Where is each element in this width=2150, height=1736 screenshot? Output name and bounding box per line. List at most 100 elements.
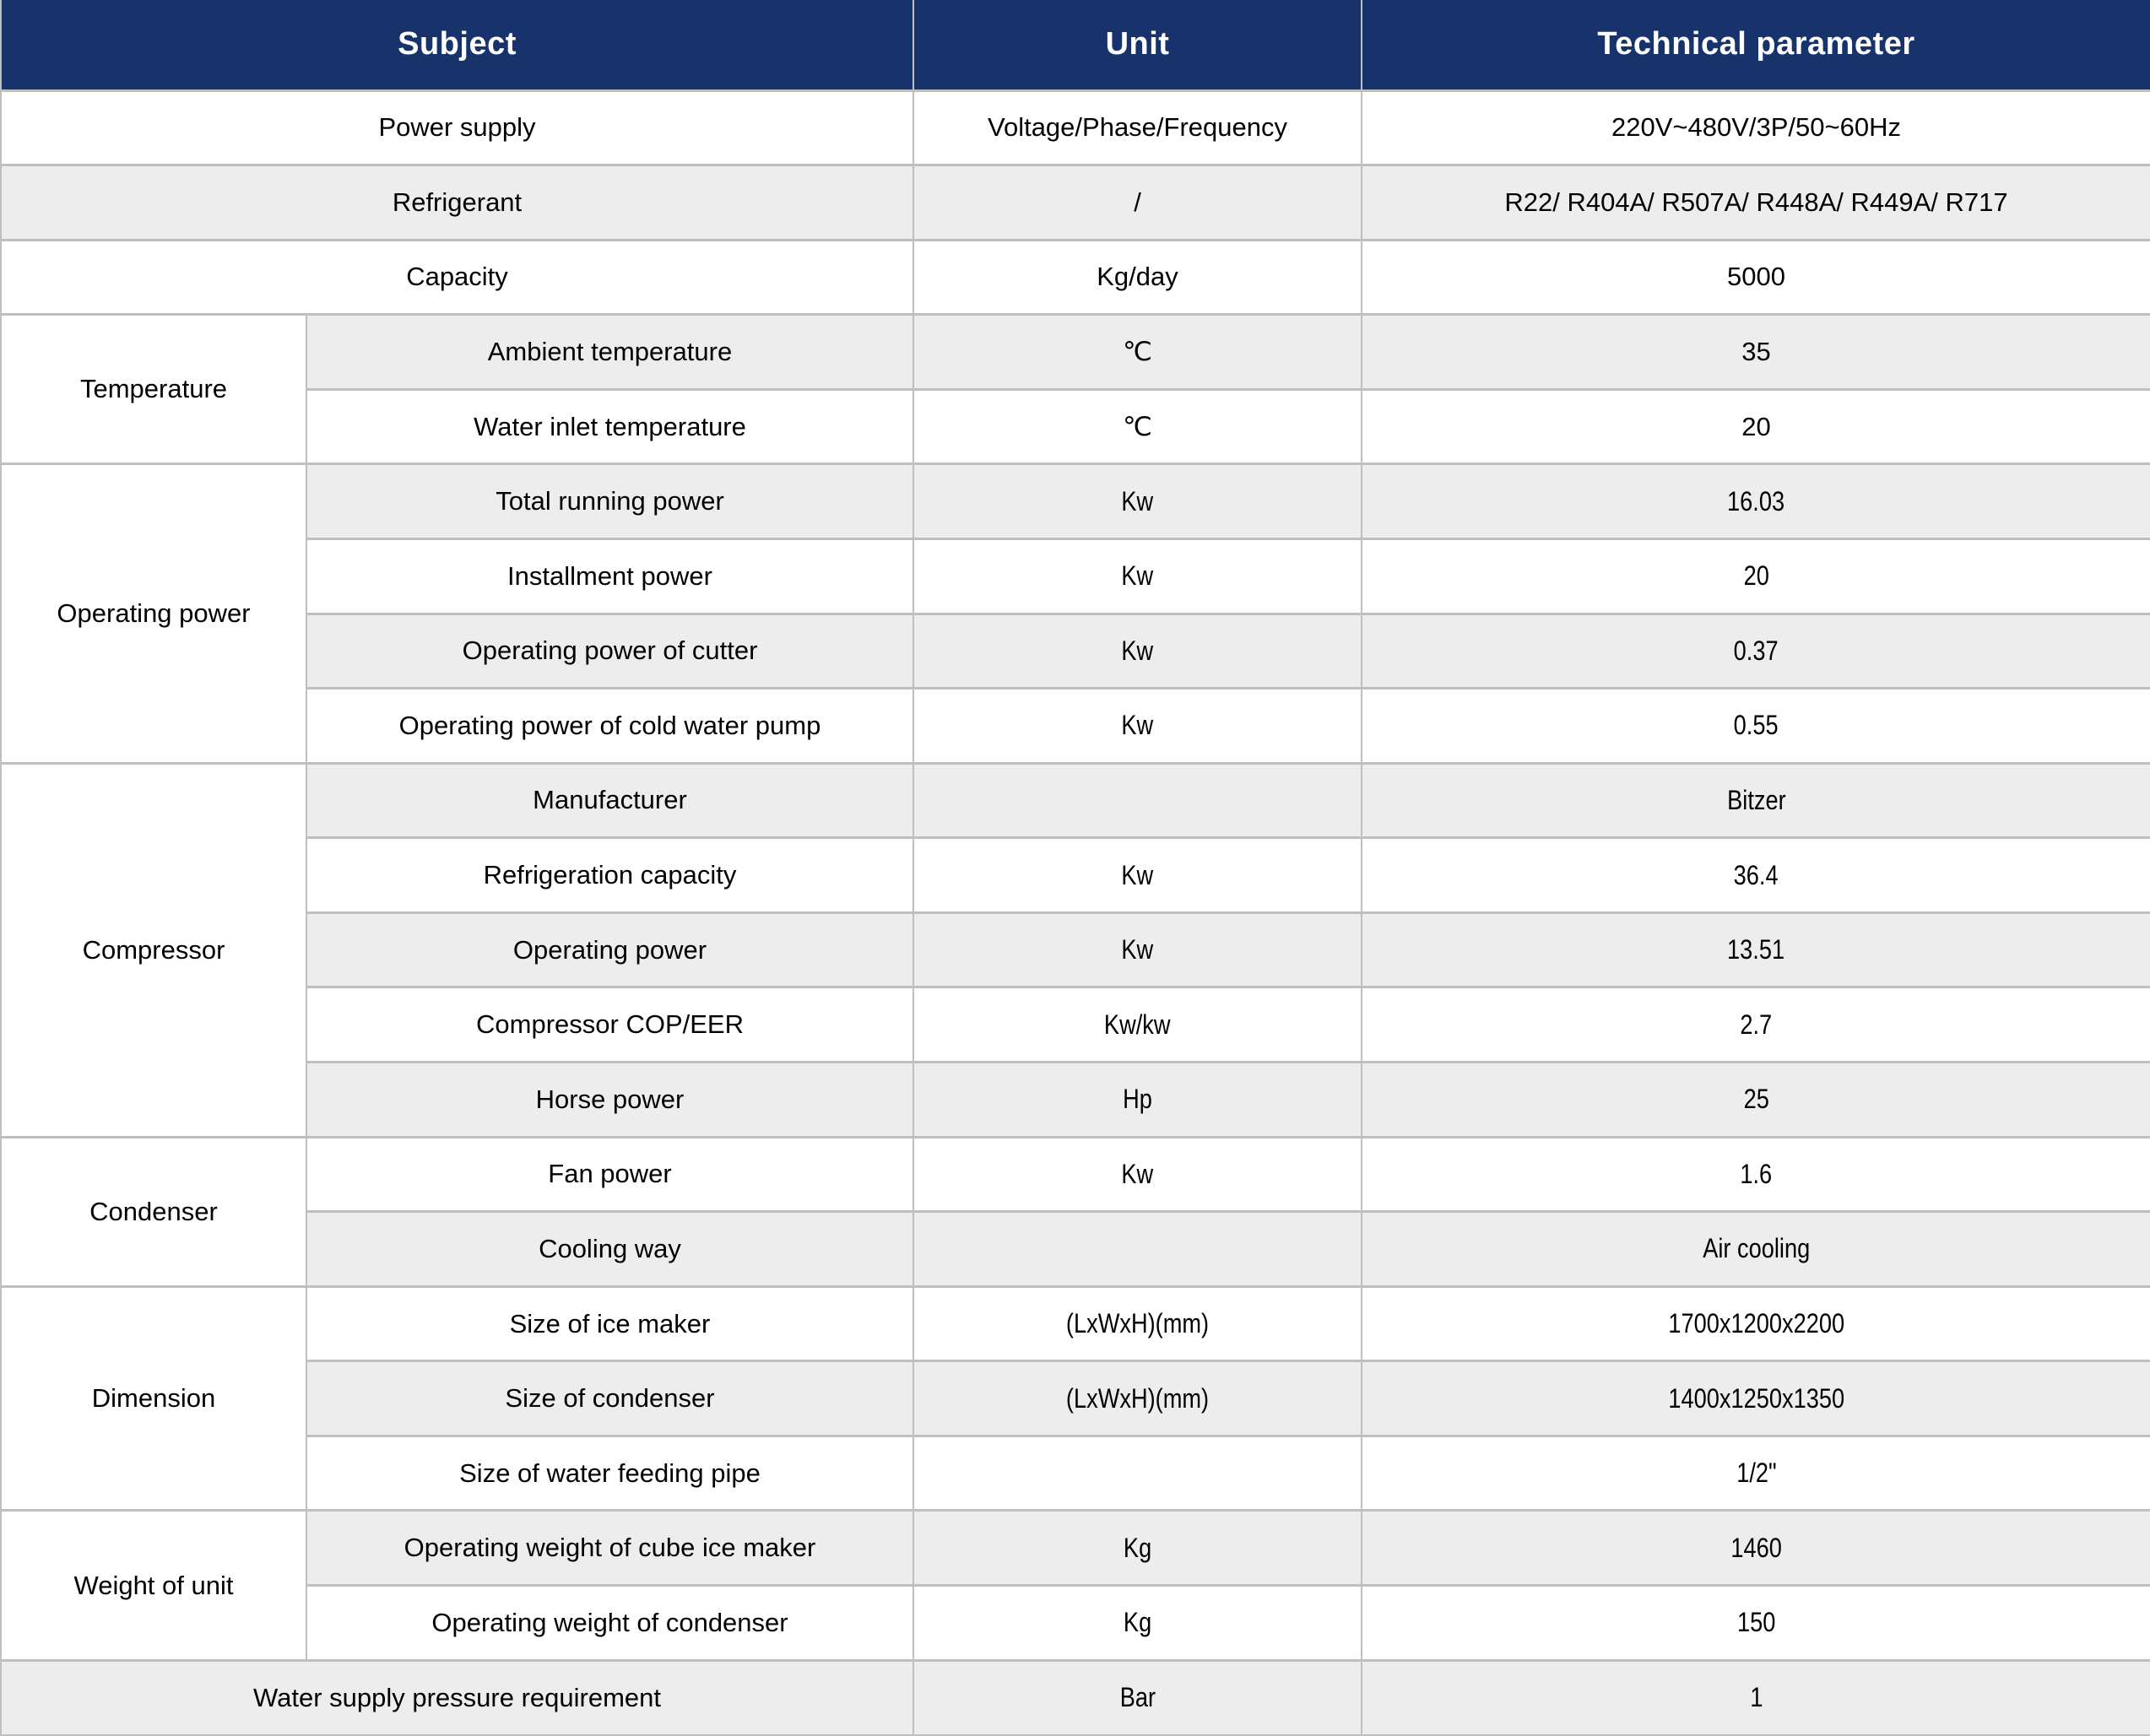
unit-cell: Kw <box>913 1135 1362 1213</box>
subject-cell: Ambient temperature <box>306 313 914 391</box>
unit-value: Kg/day <box>1097 262 1178 292</box>
unit-cell: ℃ <box>913 313 1362 391</box>
table-row: Operating power Kw 13.51 <box>1 911 2150 988</box>
unit-value: Kw/kw <box>1104 1009 1171 1040</box>
param-value: 5000 <box>1727 262 1785 292</box>
unit-value: Hp <box>1123 1084 1152 1115</box>
unit-value: Kg <box>1123 1607 1152 1638</box>
table-row: Weight of unit Operating weight of cube … <box>0 1509 2150 1662</box>
param-value: 220V~480V/3P/50~60Hz <box>1611 112 1901 143</box>
unit-cell: Kw <box>913 911 1362 988</box>
col-header-unit: Unit <box>913 0 1362 91</box>
subject-cell: Cooling way <box>306 1210 914 1288</box>
param-cell: 5000 <box>1361 238 2150 316</box>
group-cell: Compressor <box>0 761 307 1138</box>
unit-cell: Kw <box>913 836 1362 914</box>
table-row: Operating power of cold water pump Kw 0.… <box>1 687 2150 765</box>
param-cell: 20 <box>1361 537 2150 615</box>
group-cell: Operating power <box>0 462 307 765</box>
param-cell: 1700x1200x2200 <box>1361 1284 2150 1362</box>
subject-cell: Refrigeration capacity <box>306 836 914 914</box>
subject-cell: Power supply <box>0 89 914 166</box>
param-value: 0.37 <box>1734 635 1779 666</box>
param-cell: Air cooling <box>1361 1210 2150 1288</box>
unit-cell: (LxWxH)(mm) <box>913 1360 1362 1437</box>
param-value: 1460 <box>1730 1532 1782 1563</box>
unit-value: / <box>1134 187 1141 217</box>
param-cell: 1.6 <box>1361 1135 2150 1213</box>
param-value: 35 <box>1741 337 1771 367</box>
param-value: 1/2" <box>1736 1457 1777 1489</box>
table-row: Water inlet temperature ℃ 20 <box>1 387 2150 465</box>
subject-cell: Size of water feeding pipe <box>306 1434 914 1512</box>
unit-value: (LxWxH)(mm) <box>1065 1382 1210 1414</box>
unit-value: Kw <box>1121 635 1154 666</box>
subject-cell: Size of condenser <box>306 1360 914 1437</box>
subject-cell: Water inlet temperature <box>306 387 914 465</box>
param-value: 20 <box>1743 560 1769 592</box>
unit-cell: Kw <box>913 462 1362 540</box>
subject-cell: Operating weight of condenser <box>306 1584 914 1662</box>
table-row: Compressor COP/EER Kw/kw 2.7 <box>1 986 2150 1063</box>
table-row: Condenser Fan power Kw 1.6 <box>0 1135 2150 1288</box>
param-cell: 35 <box>1361 313 2150 391</box>
param-value: 20 <box>1741 411 1771 441</box>
unit-value: Kw <box>1121 859 1154 890</box>
param-cell: 25 <box>1361 1061 2150 1138</box>
param-cell: Bitzer <box>1361 761 2150 839</box>
param-value: 1700x1200x2200 <box>1668 1308 1844 1339</box>
table-row: Horse power Hp 25 <box>1 1061 2150 1138</box>
subject-cell: Fan power <box>306 1135 914 1213</box>
unit-value: Voltage/Phase/Frequency <box>987 112 1288 143</box>
param-cell: 1 <box>1361 1658 2150 1736</box>
param-cell: 13.51 <box>1361 911 2150 988</box>
subject-cell: Size of ice maker <box>306 1284 914 1362</box>
table-row: Size of water feeding pipe 1/2" <box>1 1434 2150 1512</box>
group-cell: Condenser <box>0 1135 307 1288</box>
table-row: Refrigeration capacity Kw 36.4 <box>1 836 2150 914</box>
subject-cell: Compressor COP/EER <box>306 986 914 1063</box>
param-cell: 1460 <box>1361 1509 2150 1587</box>
param-cell: 150 <box>1361 1584 2150 1662</box>
param-cell: R22/ R404A/ R507A/ R448A/ R449A/ R717 <box>1361 164 2150 241</box>
param-cell: 2.7 <box>1361 986 2150 1063</box>
param-cell: 220V~480V/3P/50~60Hz <box>1361 89 2150 166</box>
unit-cell: Kg <box>913 1509 1362 1587</box>
subject-cell: Horse power <box>306 1061 914 1138</box>
param-value: R22/ R404A/ R507A/ R448A/ R449A/ R717 <box>1504 187 2008 217</box>
group-cell: Weight of unit <box>0 1509 307 1662</box>
table-row: Size of condenser (LxWxH)(mm) 1400x1250x… <box>1 1360 2150 1437</box>
param-value: 16.03 <box>1727 485 1785 516</box>
unit-cell: Kw <box>913 612 1362 690</box>
unit-value: Kw <box>1121 710 1154 741</box>
unit-cell <box>913 1210 1362 1288</box>
param-cell: 20 <box>1361 387 2150 465</box>
unit-value: Kg <box>1123 1532 1152 1563</box>
unit-cell: Kg/day <box>913 238 1362 316</box>
group-cell: Dimension <box>0 1284 307 1512</box>
param-value: 13.51 <box>1727 934 1785 965</box>
param-cell: 1/2" <box>1361 1434 2150 1512</box>
unit-cell: Kg <box>913 1584 1362 1662</box>
unit-value: (LxWxH)(mm) <box>1065 1308 1210 1339</box>
unit-value: ℃ <box>1123 411 1152 441</box>
subject-cell: Water supply pressure requirement <box>0 1658 914 1736</box>
group-cell: Temperature <box>0 313 307 465</box>
unit-cell <box>913 761 1362 839</box>
col-header-subject: Subject <box>0 0 914 91</box>
param-value: 2.7 <box>1740 1009 1773 1040</box>
subject-cell: Total running power <box>306 462 914 540</box>
unit-cell: Kw <box>913 687 1362 765</box>
subject-cell: Operating power <box>306 911 914 988</box>
param-value: 150 <box>1736 1607 1776 1638</box>
subject-cell: Operating power of cold water pump <box>306 687 914 765</box>
unit-cell: Voltage/Phase/Frequency <box>913 89 1362 166</box>
param-value: Air cooling <box>1703 1233 1810 1264</box>
header-row: Subject Unit Technical parameter <box>0 0 2150 91</box>
table-row: Temperature Ambient temperature ℃ 35 <box>0 313 2150 465</box>
table-row: Operating power of cutter Kw 0.37 <box>1 612 2150 690</box>
unit-cell: Kw/kw <box>913 986 1362 1063</box>
table-row: Capacity Kg/day 5000 <box>0 238 2150 316</box>
unit-cell: (LxWxH)(mm) <box>913 1284 1362 1362</box>
param-value: 1 <box>1749 1682 1763 1713</box>
